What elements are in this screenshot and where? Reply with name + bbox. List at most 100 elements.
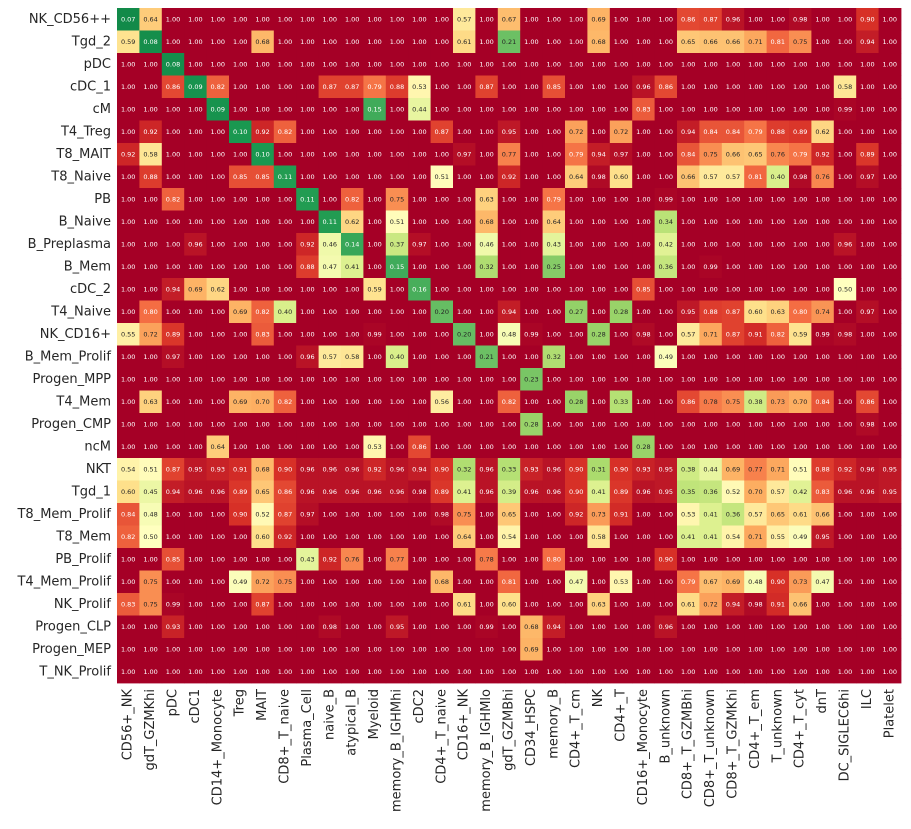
- heatmap-cell: [453, 435, 476, 459]
- cell-value-label: 1.00: [345, 60, 359, 68]
- heatmap-cell: [565, 143, 588, 166]
- heatmap-cell: [296, 480, 319, 504]
- heatmap-cell: [251, 98, 275, 121]
- cell-value-label: 1.00: [390, 60, 404, 68]
- cell-value-label: 0.28: [569, 398, 583, 406]
- heatmap-cell: [430, 435, 454, 459]
- heatmap-cell: [654, 548, 678, 571]
- heatmap-cell: [677, 8, 700, 31]
- cell-value-label: 0.85: [233, 173, 247, 181]
- cell-value-label: 1.00: [412, 353, 426, 361]
- cell-value-label: 1.00: [860, 600, 874, 608]
- cell-value-label: 0.57: [771, 488, 785, 496]
- cell-value-label: 1.00: [569, 420, 583, 428]
- cell-value-label: 0.54: [726, 533, 740, 541]
- heatmap-cell: [475, 120, 499, 144]
- cell-value-label: 0.42: [793, 488, 807, 496]
- cell-value-label: 0.66: [793, 600, 807, 608]
- heatmap-cell: [296, 165, 319, 189]
- cell-value-label: 1.00: [659, 398, 673, 406]
- heatmap-cell: [453, 143, 476, 166]
- heatmap-cell: [408, 165, 431, 189]
- cell-value-label: 1.00: [255, 285, 269, 293]
- cell-value-label: 1.00: [524, 218, 538, 226]
- cell-value-label: 0.90: [569, 488, 583, 496]
- cell-value-label: 1.00: [345, 173, 359, 181]
- heatmap-cell: [318, 30, 342, 54]
- cell-value-label: 1.00: [367, 15, 381, 23]
- heatmap-cell: [251, 188, 275, 211]
- cell-value-label: 1.00: [166, 533, 180, 541]
- cell-value-label: 1.00: [614, 60, 628, 68]
- heatmap-cell: [430, 593, 454, 616]
- heatmap-cell: [609, 570, 633, 594]
- cell-value-label: 1.00: [547, 330, 561, 338]
- cell-value-label: 1.00: [211, 330, 225, 338]
- heatmap-cell: [856, 98, 879, 121]
- cell-value-label: 1.00: [524, 128, 538, 136]
- heatmap-cell: [811, 503, 835, 526]
- cell-value-label: 1.00: [323, 173, 337, 181]
- heatmap-cell: [497, 30, 521, 54]
- cell-value-label: 1.00: [524, 195, 538, 203]
- cell-value-label: 0.71: [748, 533, 762, 541]
- cell-value-label: 1.00: [211, 218, 225, 226]
- heatmap-cell: [811, 548, 835, 571]
- cell-value-label: 1.00: [390, 285, 404, 293]
- cell-value-label: 1.00: [323, 578, 337, 586]
- cell-value-label: 1.00: [748, 353, 762, 361]
- heatmap-cell: [318, 233, 342, 256]
- cell-value-label: 0.99: [815, 330, 829, 338]
- heatmap-cell: [117, 593, 140, 616]
- heatmap-cell: [609, 413, 633, 436]
- heatmap-cell: [721, 8, 745, 31]
- heatmap-cell: [385, 75, 409, 99]
- cell-value-label: 1.00: [883, 263, 897, 271]
- heatmap-cell: [206, 503, 230, 526]
- heatmap-cell: [878, 458, 902, 481]
- heatmap-cell: [475, 570, 499, 594]
- cell-value-label: 1.00: [412, 195, 426, 203]
- cell-value-label: 1.00: [860, 263, 874, 271]
- heatmap-cell: [654, 278, 678, 301]
- heatmap-cell: [117, 233, 140, 256]
- heatmap-cell: [542, 278, 566, 301]
- cell-value-label: 1.00: [726, 668, 740, 676]
- heatmap-cell: [251, 278, 275, 301]
- cell-value-label: 1.00: [591, 668, 605, 676]
- heatmap-cell: [833, 593, 857, 616]
- heatmap-cell: [184, 255, 207, 279]
- heatmap-cell: [766, 98, 790, 121]
- heatmap-cell: [229, 165, 252, 189]
- cell-value-label: 1.00: [883, 218, 897, 226]
- heatmap-cell: [520, 525, 543, 549]
- heatmap-cell: [184, 30, 207, 54]
- cell-value-label: 1.00: [771, 555, 785, 563]
- heatmap-cell: [721, 368, 745, 391]
- heatmap-cell: [609, 638, 633, 661]
- cell-value-label: 1.00: [703, 60, 717, 68]
- heatmap-cell: [542, 75, 566, 99]
- cell-value-label: 1.00: [502, 285, 516, 293]
- heatmap-cell: [632, 255, 655, 279]
- heatmap-cell: [408, 413, 431, 436]
- cell-value-label: 1.00: [569, 285, 583, 293]
- cell-value-label: 1.00: [547, 150, 561, 158]
- heatmap-cell: [878, 143, 902, 166]
- heatmap-cell: [833, 413, 857, 436]
- cell-value-label: 0.96: [188, 488, 202, 496]
- heatmap-cell: [251, 390, 275, 414]
- heatmap-cell: [587, 255, 611, 279]
- cell-value-label: 1.00: [815, 263, 829, 271]
- cell-value-label: 1.00: [188, 443, 202, 451]
- cell-value-label: 0.73: [771, 398, 785, 406]
- cell-value-label: 1.00: [883, 600, 897, 608]
- heatmap-cell: [475, 413, 499, 436]
- heatmap-cell: [878, 638, 902, 661]
- heatmap-cell: [878, 188, 902, 211]
- heatmap-cell: [811, 660, 835, 684]
- heatmap-cell: [587, 390, 611, 414]
- heatmap-cell: [184, 368, 207, 391]
- column-tick-label: cDC1: [188, 689, 203, 724]
- cell-value-label: 1.00: [390, 645, 404, 653]
